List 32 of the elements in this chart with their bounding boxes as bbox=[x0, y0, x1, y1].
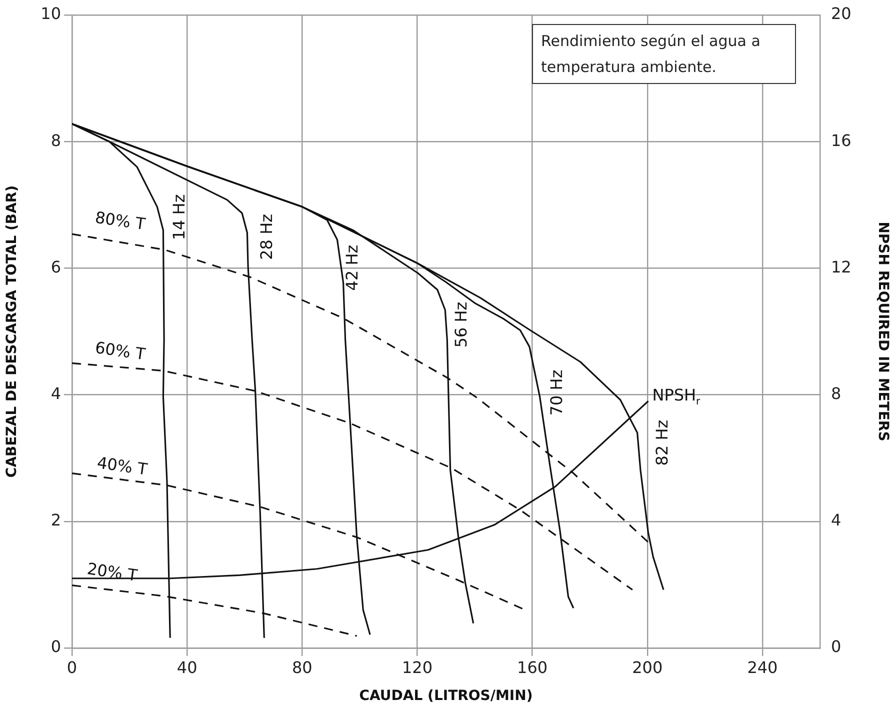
y-tick-label: 6 bbox=[50, 257, 61, 276]
x-tick-label: 160 bbox=[517, 658, 548, 677]
y-tick-label: 4 bbox=[50, 384, 61, 403]
annotation: Rendimiento según el agua a temperatura ambiente. bbox=[532, 24, 796, 84]
text: 14 Hz bbox=[169, 194, 188, 240]
y2-tick-label: 20 bbox=[831, 4, 852, 24]
y2-tick-label: 8 bbox=[831, 384, 842, 403]
y2-tick-label: 12 bbox=[831, 257, 852, 276]
text: 28 Hz bbox=[257, 214, 276, 260]
text: 60% T bbox=[94, 338, 147, 364]
x-tick-label: 0 bbox=[66, 658, 78, 677]
y2-tick-label: 4 bbox=[831, 510, 842, 530]
x-tick-label: 240 bbox=[747, 658, 778, 677]
y-tick-label: 2 bbox=[50, 510, 61, 530]
x-tick-label: 200 bbox=[632, 658, 663, 677]
text: 70 Hz bbox=[546, 370, 566, 416]
y2-tick-label: 0 bbox=[831, 637, 842, 656]
y-axis-title: CABEZAL DE DESCARGA TOTAL (BAR) bbox=[4, 185, 20, 478]
text: 40% T bbox=[96, 453, 149, 479]
y2-axis-title: NPSH REQUIRED IN METERS bbox=[874, 222, 891, 442]
x-tick-label: 80 bbox=[292, 658, 312, 677]
x-tick-label: 40 bbox=[176, 658, 198, 677]
y2-tick-label: 16 bbox=[831, 130, 852, 150]
y-tick-label: 10 bbox=[40, 4, 61, 24]
text: 56 Hz bbox=[451, 302, 470, 348]
text: 80% T bbox=[94, 208, 147, 234]
y-tick-label: 0 bbox=[50, 637, 61, 656]
text: 42 Hz bbox=[342, 244, 362, 291]
y-tick-label: 8 bbox=[50, 130, 61, 150]
x-tick-label: 120 bbox=[402, 658, 433, 677]
x-axis-title: CAUDAL (LITROS/MIN) bbox=[359, 688, 533, 704]
text: 82 Hz bbox=[652, 420, 672, 466]
